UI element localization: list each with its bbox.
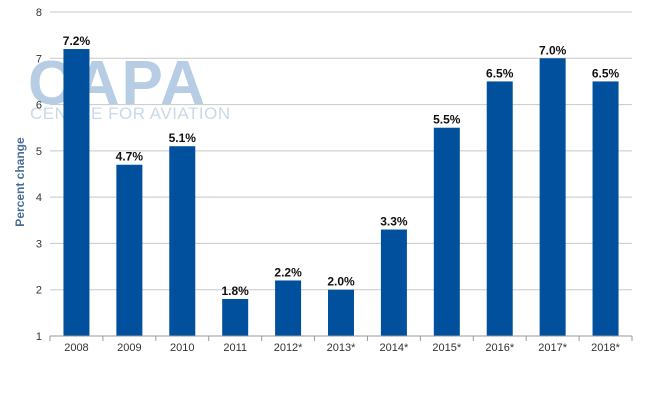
x-tick-label-2017-est: 2017* <box>538 342 567 354</box>
capa-watermark-logo: CAPA CENTRE FOR AVIATION <box>28 49 231 123</box>
x-tick-label-2011: 2011 <box>223 342 247 354</box>
bar-2018-est <box>592 81 619 336</box>
x-tick-label-2012-est: 2012* <box>274 342 303 354</box>
x-tick-label-2014-est: 2014* <box>380 342 409 354</box>
x-tick-label-2010: 2010 <box>170 342 194 354</box>
y-tick-label-8: 8 <box>36 7 42 19</box>
axes: 1 2 3 4 5 6 7 8 2008 2009 2010 2011 2012* 2013* 2014* 2… <box>36 7 633 354</box>
bar-2011 <box>222 298 249 336</box>
y-tick-label-4: 4 <box>36 192 42 204</box>
data-label-2011: 1.8% <box>222 284 250 298</box>
gridlines <box>50 11 632 291</box>
data-labels: 7.2% 4.7% 5.1% 1.8% 2.2% 2.0% 3.3% 5.5% 6.5% 7.0%… <box>63 34 620 298</box>
data-label-2008: 7.2% <box>63 34 91 48</box>
y-tick-label-2: 2 <box>36 285 42 297</box>
data-label-2015-est: 5.5% <box>433 113 461 127</box>
data-label-2016-est: 6.5% <box>486 66 514 80</box>
x-tick-label-2008: 2008 <box>64 342 88 354</box>
bar-2008 <box>63 49 90 337</box>
y-axis-title: Percent change <box>13 137 27 227</box>
data-label-2009: 4.7% <box>116 150 144 164</box>
y-tick-label-6: 6 <box>36 100 42 112</box>
data-label-2013-est: 2.0% <box>327 275 355 289</box>
x-tick-label-2013-est: 2013* <box>327 342 356 354</box>
y-tick-label-7: 7 <box>36 53 42 65</box>
bar-2017-est <box>539 58 566 337</box>
x-tick-label-2015-est: 2015* <box>432 342 461 354</box>
data-label-2017-est: 7.0% <box>539 43 567 57</box>
watermark-tagline: CENTRE FOR AVIATION <box>30 104 231 123</box>
bar-2013-est <box>328 289 354 336</box>
y-tick-label-1: 1 <box>36 331 42 343</box>
bar-2016-est <box>486 81 513 336</box>
data-label-2014-est: 3.3% <box>380 215 408 229</box>
x-tick-label-2016-est: 2016* <box>485 342 514 354</box>
bar-2014-est <box>380 229 407 336</box>
bar-2015-est <box>433 127 460 336</box>
bar-2010 <box>169 146 196 336</box>
y-tick-label-3: 3 <box>36 238 42 250</box>
bar-2009 <box>116 164 143 336</box>
y-tick-label-5: 5 <box>36 146 42 158</box>
data-label-2010: 5.1% <box>169 131 197 145</box>
bar-2012-est <box>275 280 302 336</box>
watermark-brand: CAPA <box>28 49 207 118</box>
bars <box>63 49 619 337</box>
x-tick-label-2018-est: 2018* <box>591 342 620 354</box>
data-label-2018-est: 6.5% <box>592 66 620 80</box>
x-tick-label-2009: 2009 <box>117 342 141 354</box>
data-label-2012-est: 2.2% <box>274 265 302 279</box>
